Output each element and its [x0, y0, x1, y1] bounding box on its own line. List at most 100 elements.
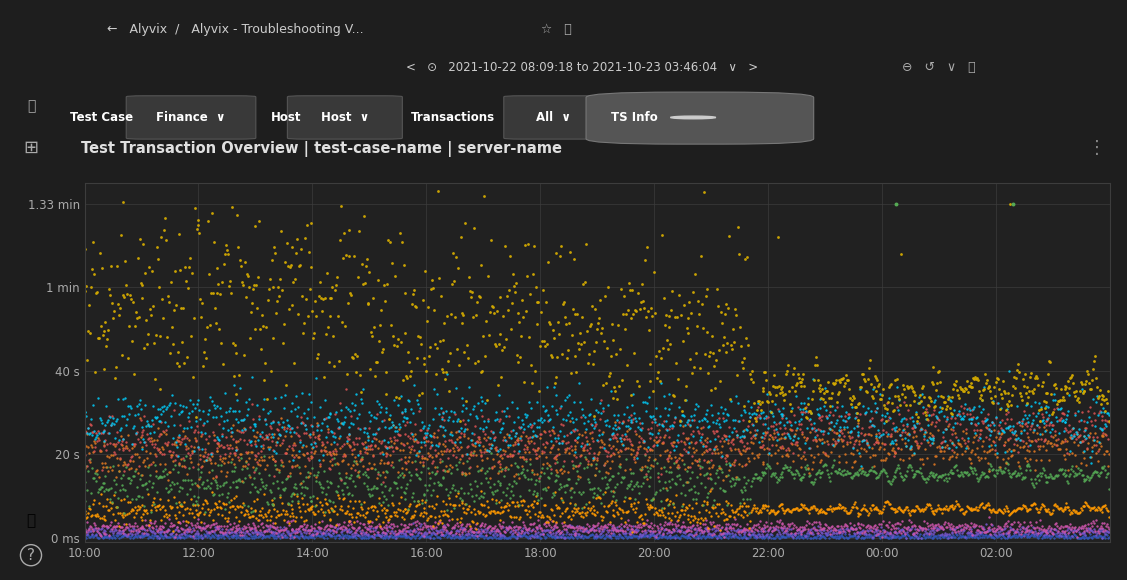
Point — [214, 528, 232, 538]
Point — [91, 532, 109, 541]
Point — [135, 455, 153, 465]
Point — [997, 521, 1015, 531]
Point — [294, 329, 312, 338]
Point — [551, 465, 569, 474]
Point — [325, 446, 343, 455]
Point — [1020, 441, 1038, 450]
Point — [1054, 469, 1072, 478]
Point — [367, 483, 385, 492]
Point — [378, 403, 396, 412]
Point — [827, 521, 845, 531]
Point — [922, 434, 940, 444]
Point — [356, 513, 374, 522]
Point — [988, 452, 1006, 462]
Point — [924, 522, 942, 531]
Point — [513, 501, 531, 510]
Point — [611, 531, 629, 540]
Point — [706, 495, 724, 505]
Point — [722, 446, 740, 455]
Point — [1023, 386, 1041, 396]
Point — [1081, 473, 1099, 483]
Point — [432, 507, 450, 516]
Point — [1079, 367, 1097, 376]
Point — [1031, 435, 1049, 444]
Point — [573, 522, 591, 531]
Point — [213, 431, 231, 440]
Point — [148, 527, 166, 536]
Point — [636, 528, 654, 538]
Point — [357, 449, 375, 458]
Point — [252, 447, 270, 456]
Point — [388, 341, 406, 350]
Point — [304, 427, 322, 437]
Point — [277, 474, 295, 483]
Point — [348, 525, 366, 535]
Point — [931, 534, 949, 543]
Point — [976, 531, 994, 540]
Point — [382, 531, 400, 540]
Point — [158, 532, 176, 542]
Point — [76, 524, 94, 534]
Point — [955, 387, 973, 396]
Point — [920, 499, 938, 508]
Point — [1067, 462, 1085, 471]
Point — [928, 520, 946, 530]
Point — [636, 449, 654, 458]
Point — [463, 491, 481, 501]
Point — [742, 427, 760, 437]
Point — [1080, 524, 1098, 533]
Point — [175, 454, 193, 463]
Point — [1080, 519, 1098, 528]
Point — [1018, 422, 1036, 431]
Point — [210, 530, 228, 539]
Point — [740, 443, 758, 452]
Point — [421, 473, 440, 483]
Point — [76, 408, 94, 417]
Point — [416, 520, 434, 530]
Point — [189, 220, 207, 229]
Point — [243, 519, 261, 528]
Point — [495, 311, 513, 320]
Point — [1011, 531, 1029, 540]
Point — [717, 416, 735, 425]
Point — [402, 470, 420, 480]
Point — [964, 530, 982, 539]
Circle shape — [671, 116, 716, 119]
Point — [521, 512, 539, 521]
Point — [213, 278, 231, 287]
Point — [451, 525, 469, 534]
Point — [766, 524, 784, 533]
Point — [816, 533, 834, 542]
Point — [672, 310, 690, 320]
Point — [132, 415, 150, 424]
Point — [1071, 437, 1089, 447]
Point — [990, 529, 1008, 538]
Point — [962, 503, 980, 513]
Point — [860, 363, 878, 372]
Point — [893, 472, 911, 481]
Point — [549, 450, 567, 459]
Point — [321, 311, 339, 321]
Point — [467, 437, 485, 447]
Point — [187, 224, 205, 233]
Point — [616, 455, 635, 464]
Point — [518, 465, 536, 474]
Point — [434, 527, 452, 536]
Point — [268, 437, 286, 447]
Point — [779, 367, 797, 376]
Point — [780, 524, 798, 534]
Point — [136, 525, 154, 535]
Point — [735, 530, 753, 539]
Point — [364, 451, 382, 460]
Point — [472, 499, 490, 508]
Point — [185, 446, 203, 455]
Point — [144, 419, 162, 429]
Point — [609, 525, 627, 535]
Point — [255, 455, 273, 465]
Point — [94, 501, 112, 510]
Point — [175, 476, 193, 485]
Point — [704, 461, 722, 470]
Point — [928, 412, 946, 421]
Point — [370, 520, 388, 529]
Point — [170, 433, 188, 442]
